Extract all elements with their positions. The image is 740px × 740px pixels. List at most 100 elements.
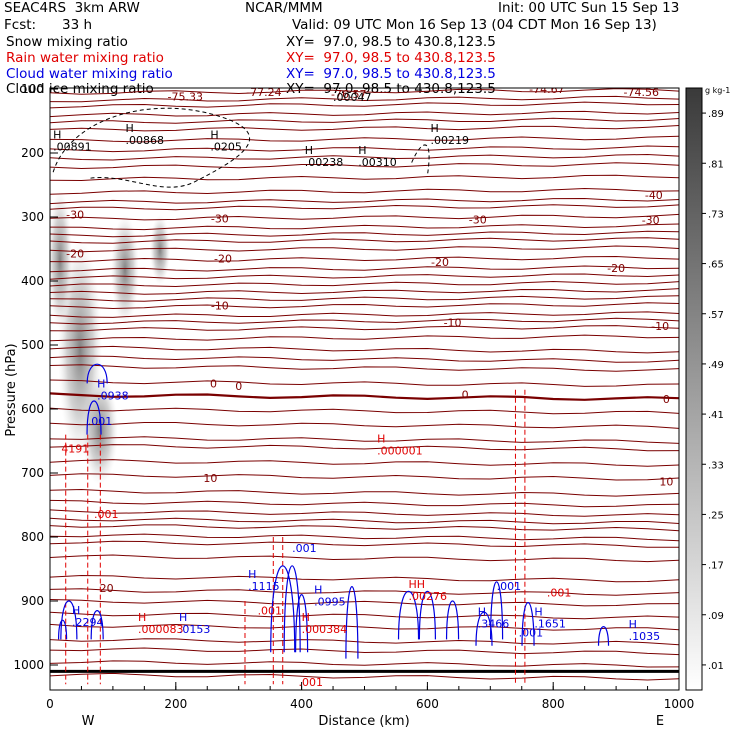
isotherm-line [50,611,679,620]
cloud-water-extreme-value: .001 [292,542,317,555]
y-tick-label: 700 [21,466,44,480]
cloud-water-extreme-value: .0153 [179,623,211,636]
isotherm-label: 20 [100,582,114,595]
isotherm-line [50,444,679,452]
isotherm-line [50,509,679,517]
cloud-ice-extreme-value: .00219 [431,134,470,147]
cloud-water-contour [86,400,102,435]
colorbar-label: .41 [708,410,724,421]
cloud-ice-contour [411,144,430,176]
isotherm-line [50,110,679,118]
colorbar-label: .89 [708,109,724,120]
isotherm-line [50,459,679,467]
isotherm-label: -74.56 [624,86,659,99]
cloud-ice-extreme-marker: H [125,122,133,135]
isotherm-label: 10 [203,472,217,485]
isotherm-line [50,638,679,646]
field-xy-rain: XY= 97.0, 98.5 to 430.8,123.5 [286,50,496,66]
colorbar-label: .73 [708,209,724,220]
snow-shading [82,375,118,485]
cloud-ice-extreme-value: .00868 [125,134,164,147]
isotherm-label: -20 [66,247,84,260]
isotherm-line [50,334,679,342]
cloud-water-contour [86,363,108,384]
field-name-cloud-ice: Cloud ice mixing ratio [6,81,154,97]
isotherm-line [50,197,679,205]
isotherm-line [50,554,679,563]
colorbar-label: .65 [708,260,724,271]
snow-shading [150,215,170,285]
x-axis-title: Distance (km) [318,714,409,729]
isotherm-line [50,95,679,103]
cloud-ice-extreme-value: .0205 [210,141,242,154]
y-axis-title: Pressure (hPa) [4,343,19,436]
isotherm-line [50,295,679,302]
cloud-water-contour [90,609,104,640]
cloud-water-contour [57,619,68,640]
isotherm-line [50,230,679,238]
cloud-water-contour [270,565,296,653]
field-name-rain: Rain water mixing ratio [6,50,164,66]
y-tick-label: 200 [21,146,44,160]
isotherm-label: 0 [235,380,242,393]
x-tick-label: 600 [416,697,439,711]
y-tick-label: 600 [21,402,44,416]
cloud-ice-extreme-marker: L [180,73,187,86]
y-tick-label: 900 [21,594,44,608]
cloud-ice-extreme-marker: H [210,129,218,142]
isotherm-label: -40 [645,189,663,202]
isotherm-label: -77.24 [246,86,281,99]
cloud-water-contour [418,590,436,640]
isotherm-line [50,187,679,195]
isotherm-line [50,311,679,318]
rain-water-extreme-value: .000384 [302,623,348,636]
cloud-water-extreme-value: .0995 [314,596,346,609]
field-xy-snow: XY= 97.0, 98.5 to 430.8,123.5 [286,34,496,50]
colorbar-scale [685,87,703,691]
isotherm-line [50,265,679,273]
isotherm-line [50,213,679,221]
isotherm-line [50,422,679,429]
forecast-label: Fcst: [4,17,37,33]
snow-shading [50,190,72,330]
colorbar-label: .81 [708,159,724,170]
rain-water-extreme-marker: HH [409,578,426,591]
colorbar-label: .49 [708,360,724,371]
isotherm-label: 0 [462,388,469,401]
isotherm-label: 0 [210,377,217,390]
isotherm-line [50,317,679,325]
y-tick-label: 500 [21,338,44,352]
cloud-water-extreme-value: .001 [88,415,113,428]
y-tick-label: 800 [21,530,44,544]
colorbar-units: g kg-1 [705,86,730,95]
isotherm-label: -74.67 [529,83,564,96]
isotherm-label: -10 [444,317,462,330]
isotherm-line [50,345,679,354]
isotherm-line [50,255,679,263]
isotherm-line [50,599,679,607]
plot-frame [49,87,680,691]
cloud-water-contour [597,626,610,646]
isotherm-line [50,660,679,668]
rain-water-extreme-marker: H [302,611,310,624]
cloud-water-contour [445,600,460,640]
rain-water-extreme-value: .001 [94,508,119,521]
isotherm-line [50,588,679,596]
cloud-water-extreme-value: .2294 [72,616,104,629]
isotherm-line [50,379,679,387]
isotherm-line [50,223,679,231]
isotherm-label: -20 [431,256,449,269]
isotherm-line [50,245,679,253]
isotherm-line [50,162,679,170]
isotherm-line [50,88,679,95]
isotherm-line [50,473,679,481]
y-tick-label: 300 [21,210,44,224]
isotherm-line [50,517,679,525]
isotherm-label: -30 [469,214,487,227]
cloud-water-contour [295,594,309,653]
isotherm-label: -10 [211,299,229,312]
rain-water-extreme-marker: H [138,611,146,624]
isotherm-label: -30 [642,214,660,227]
east-label: E [656,714,664,729]
isotherm-label: 10 [659,475,673,488]
